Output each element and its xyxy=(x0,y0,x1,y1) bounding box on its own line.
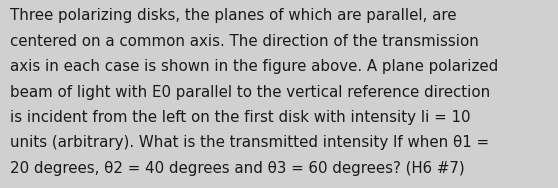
Text: beam of light with E0 parallel to the vertical reference direction: beam of light with E0 parallel to the ve… xyxy=(10,85,490,100)
Text: Three polarizing disks, the planes of which are parallel, are: Three polarizing disks, the planes of wh… xyxy=(10,8,456,24)
Text: 20 degrees, θ2 = 40 degrees and θ3 = 60 degrees? (H6 #7): 20 degrees, θ2 = 40 degrees and θ3 = 60 … xyxy=(10,161,465,176)
Text: units (arbitrary). What is the transmitted intensity If when θ1 =: units (arbitrary). What is the transmitt… xyxy=(10,135,489,150)
Text: centered on a common axis. The direction of the transmission: centered on a common axis. The direction… xyxy=(10,34,479,49)
Text: axis in each case is shown in the figure above. A plane polarized: axis in each case is shown in the figure… xyxy=(10,59,498,74)
Text: is incident from the left on the first disk with intensity Ii = 10: is incident from the left on the first d… xyxy=(10,110,470,125)
